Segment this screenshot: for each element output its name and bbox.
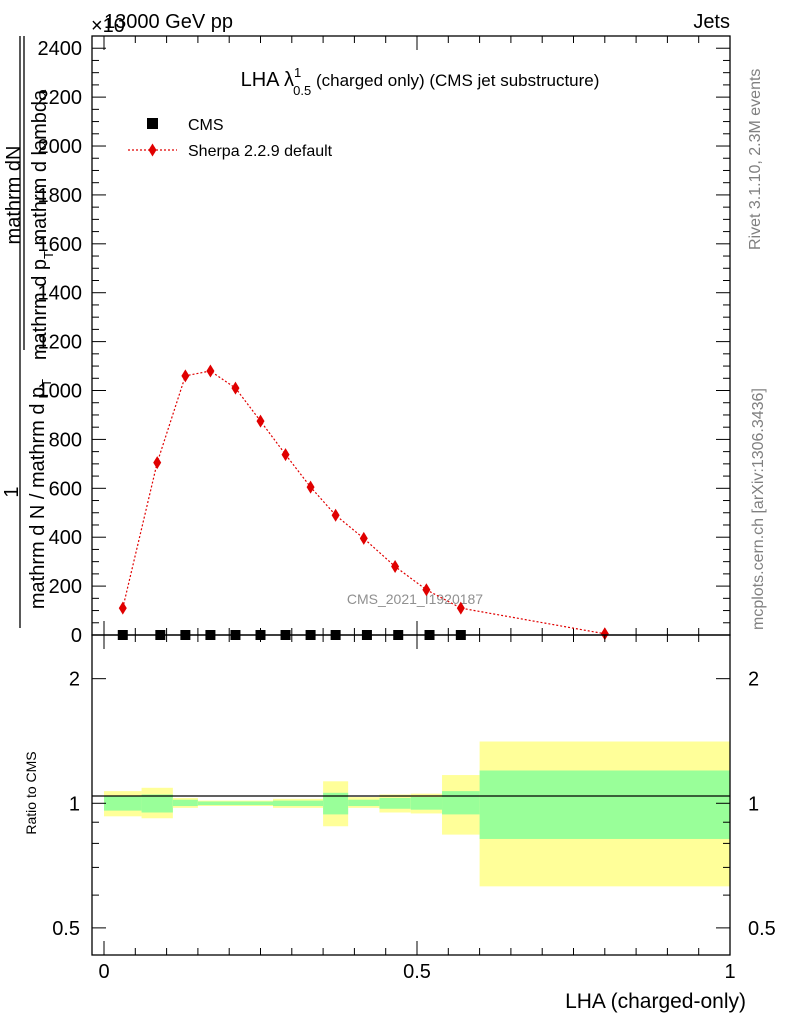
ratio-band-inner [104, 796, 142, 811]
y-label-numerator-top: mathrm dN [3, 146, 25, 245]
sherpa-point [181, 369, 190, 383]
sherpa-line [122, 370, 605, 635]
ratio-y-tick-label-right: 0.5 [748, 918, 776, 940]
title-sub: 0.5 [293, 83, 311, 98]
y-label-den-text: mathrm d N / mathrm d p [27, 387, 49, 609]
y-tick-label: 2000 [38, 136, 83, 158]
mcplots-reference-label: mcplots.cern.ch [arXiv:1306.3436] [750, 388, 767, 630]
y-label-denominator: mathrm d N / mathrm d pT [27, 379, 54, 609]
y-label-dpt: mathrm d p [29, 259, 51, 360]
x-tick-labels: 0 0.5 1 [98, 961, 735, 983]
y-label-t-sub: T [41, 251, 56, 259]
sherpa-point [306, 480, 315, 494]
title-sup: 1 [294, 65, 301, 80]
legend: CMS Sherpa 2.2.9 default [128, 117, 333, 160]
sherpa-point [153, 456, 162, 470]
y-tick-label: 1800 [38, 185, 83, 207]
y-tick-label: 1400 [38, 283, 83, 305]
ratio-y-tick-label: 1 [69, 793, 80, 815]
ratio-band-inner [323, 792, 349, 815]
process-label: Jets [693, 11, 730, 33]
main-y-tick-labels: 0 200 400 600 800 1000 1200 1400 1600 1800 2000 220… [38, 38, 83, 647]
ratio-y-tick-label: 0.5 [52, 918, 80, 940]
ratio-band-inner [141, 794, 173, 813]
y-tick-label: 2400 [38, 38, 83, 60]
y-tick-label: 600 [49, 478, 82, 500]
sherpa-point [206, 364, 215, 378]
title-rest: (charged only) (CMS jet substructure) [311, 71, 599, 90]
ratio-uncertainty-bands [104, 741, 730, 887]
sherpa-point [359, 531, 368, 545]
legend-cms-label: CMS [188, 117, 224, 134]
sherpa-point [391, 560, 400, 574]
y-label-prefactor: 1 [1, 486, 23, 497]
ratio-y-tick-labels: 0.5 0.5 1 1 2 2 [52, 669, 776, 940]
sherpa-point [231, 381, 240, 395]
sherpa-point [422, 583, 431, 597]
sherpa-point [456, 601, 465, 615]
ratio-band-inner [379, 797, 411, 809]
y-label-den-sub: T [39, 379, 54, 387]
sherpa-point [600, 627, 609, 641]
ratio-band-inner [479, 770, 730, 839]
x-tick-label: 0.5 [403, 961, 431, 983]
y-tick-label: 1200 [38, 332, 83, 354]
ratio-y-tick-label: 2 [69, 669, 80, 691]
sherpa-point [256, 414, 265, 428]
ratio-band-inner [273, 800, 324, 806]
y-tick-label: 400 [49, 527, 82, 549]
x-tick-label: 1 [724, 961, 735, 983]
ratio-band-inner [410, 797, 443, 810]
x-axis-label: LHA (charged-only) [565, 990, 746, 1013]
beam-label: 13000 GeV pp [104, 11, 233, 33]
ratio-band-inner [172, 799, 198, 806]
legend-sherpa-label: Sherpa 2.2.9 default [188, 143, 333, 160]
y-label-numerator-bottom: mathrm d pT mathrm d lambda [29, 89, 56, 360]
ratio-axis-ticks [92, 635, 731, 955]
rivet-version-label: Rivet 3.1.10, 2.3M events [747, 69, 764, 250]
ratio-y-axis-label: Ratio to CMS [23, 751, 39, 834]
sherpa-point [331, 508, 340, 522]
sherpa-point [118, 601, 127, 615]
x-tick-label: 0 [98, 961, 109, 983]
analysis-watermark: CMS_2021_I1920187 [347, 591, 483, 607]
y-label-dlambda: mathrm d lambda [29, 89, 51, 251]
legend-sherpa-marker [148, 143, 157, 157]
legend-cms-marker [147, 118, 158, 129]
title-main: LHA λ [241, 69, 294, 91]
ratio-panel-frame [91, 634, 731, 956]
sherpa-point [281, 448, 290, 462]
y-tick-label: 1600 [38, 234, 83, 256]
ratio-y-tick-label-right: 2 [748, 669, 759, 691]
y-tick-label: 800 [49, 429, 82, 451]
ratio-band-inner [348, 799, 380, 806]
ratio-y-tick-label-right: 1 [748, 793, 759, 815]
y-axis-exponent: ×10 [91, 15, 125, 37]
y-tick-label: 2200 [38, 87, 83, 109]
y-tick-label: 200 [49, 576, 82, 598]
y-tick-label: 1000 [38, 381, 83, 403]
y-tick-label: 0 [71, 625, 82, 647]
ratio-band-inner [442, 791, 480, 815]
ratio-band-inner [197, 801, 274, 806]
sherpa-series [118, 364, 609, 641]
plot-title: LHA λ1 0.5 (charged only) (CMS jet substr… [241, 65, 600, 98]
main-y-axis-label: 1 mathrm dN mathrm d pT mathrm d lambda … [1, 36, 56, 628]
